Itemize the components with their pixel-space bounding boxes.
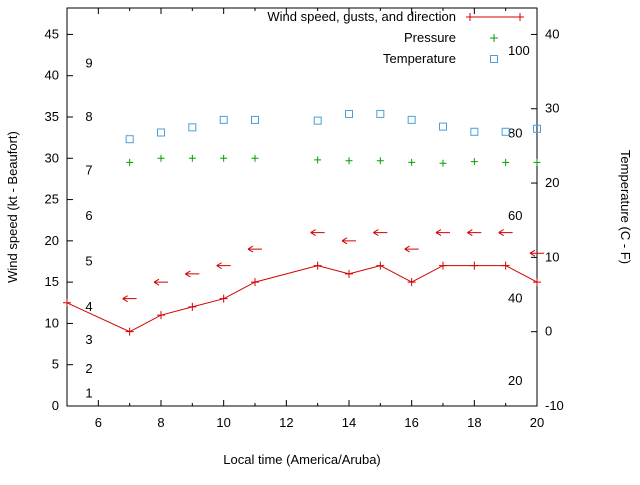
svg-text:2: 2 <box>85 361 92 376</box>
svg-text:25: 25 <box>45 192 59 207</box>
axis-titles: Wind speed (kt - Beaufort) Temperature (C… <box>5 131 633 467</box>
svg-text:-10: -10 <box>545 398 564 413</box>
svg-text:40: 40 <box>45 68 59 83</box>
svg-text:80: 80 <box>508 126 522 141</box>
svg-text:16: 16 <box>404 415 418 430</box>
svg-text:40: 40 <box>508 291 522 306</box>
svg-text:100: 100 <box>508 43 530 58</box>
svg-text:10: 10 <box>545 249 559 264</box>
wind-speed-series <box>63 261 541 336</box>
svg-text:14: 14 <box>342 415 356 430</box>
svg-text:Pressure: Pressure <box>404 30 456 45</box>
y-right-axis-title: Temperature (C - F) <box>618 150 633 264</box>
svg-text:1: 1 <box>85 386 92 401</box>
wind-gusts-series <box>122 229 544 303</box>
svg-text:12: 12 <box>279 415 293 430</box>
svg-text:30: 30 <box>45 150 59 165</box>
y-left-axis-title: Wind speed (kt - Beaufort) <box>5 131 20 283</box>
svg-text:6: 6 <box>85 208 92 223</box>
y-right-axis: -10 0 10 20 30 40 <box>531 26 564 413</box>
x-axis: 6 8 10 12 14 16 18 20 <box>66 8 544 430</box>
pressure-series <box>126 154 541 167</box>
svg-text:5: 5 <box>85 253 92 268</box>
legend: Wind speed, gusts, and direction Pressure… <box>267 9 524 66</box>
svg-text:10: 10 <box>216 415 230 430</box>
svg-text:8: 8 <box>157 415 164 430</box>
svg-text:10: 10 <box>45 315 59 330</box>
beaufort-scale-labels: 1 2 3 4 5 6 7 8 9 <box>85 55 92 400</box>
x-axis-title: Local time (America/Aruba) <box>223 452 381 467</box>
svg-text:30: 30 <box>545 101 559 116</box>
svg-text:20: 20 <box>530 415 544 430</box>
svg-text:0: 0 <box>52 398 59 413</box>
svg-text:Temperature: Temperature <box>383 51 456 66</box>
y-left-axis: 0 5 10 15 20 25 30 35 40 45 <box>45 26 73 413</box>
svg-text:35: 35 <box>45 109 59 124</box>
svg-text:9: 9 <box>85 55 92 70</box>
fahrenheit-scale-labels: 20 40 60 80 100 <box>508 43 530 388</box>
svg-text:15: 15 <box>45 274 59 289</box>
svg-text:4: 4 <box>85 299 92 314</box>
temperature-series <box>125 109 541 144</box>
svg-text:3: 3 <box>85 332 92 347</box>
svg-text:20: 20 <box>545 175 559 190</box>
svg-text:20: 20 <box>45 233 59 248</box>
plot-border <box>66 7 538 407</box>
svg-text:5: 5 <box>52 357 59 372</box>
svg-text:20: 20 <box>508 373 522 388</box>
svg-text:45: 45 <box>45 26 59 41</box>
svg-text:7: 7 <box>85 163 92 178</box>
svg-text:40: 40 <box>545 26 559 41</box>
svg-text:6: 6 <box>95 415 102 430</box>
svg-text:0: 0 <box>545 324 552 339</box>
svg-text:8: 8 <box>85 109 92 124</box>
svg-text:18: 18 <box>467 415 481 430</box>
svg-text:Wind speed, gusts, and directi: Wind speed, gusts, and direction <box>267 9 456 24</box>
svg-text:60: 60 <box>508 208 522 223</box>
